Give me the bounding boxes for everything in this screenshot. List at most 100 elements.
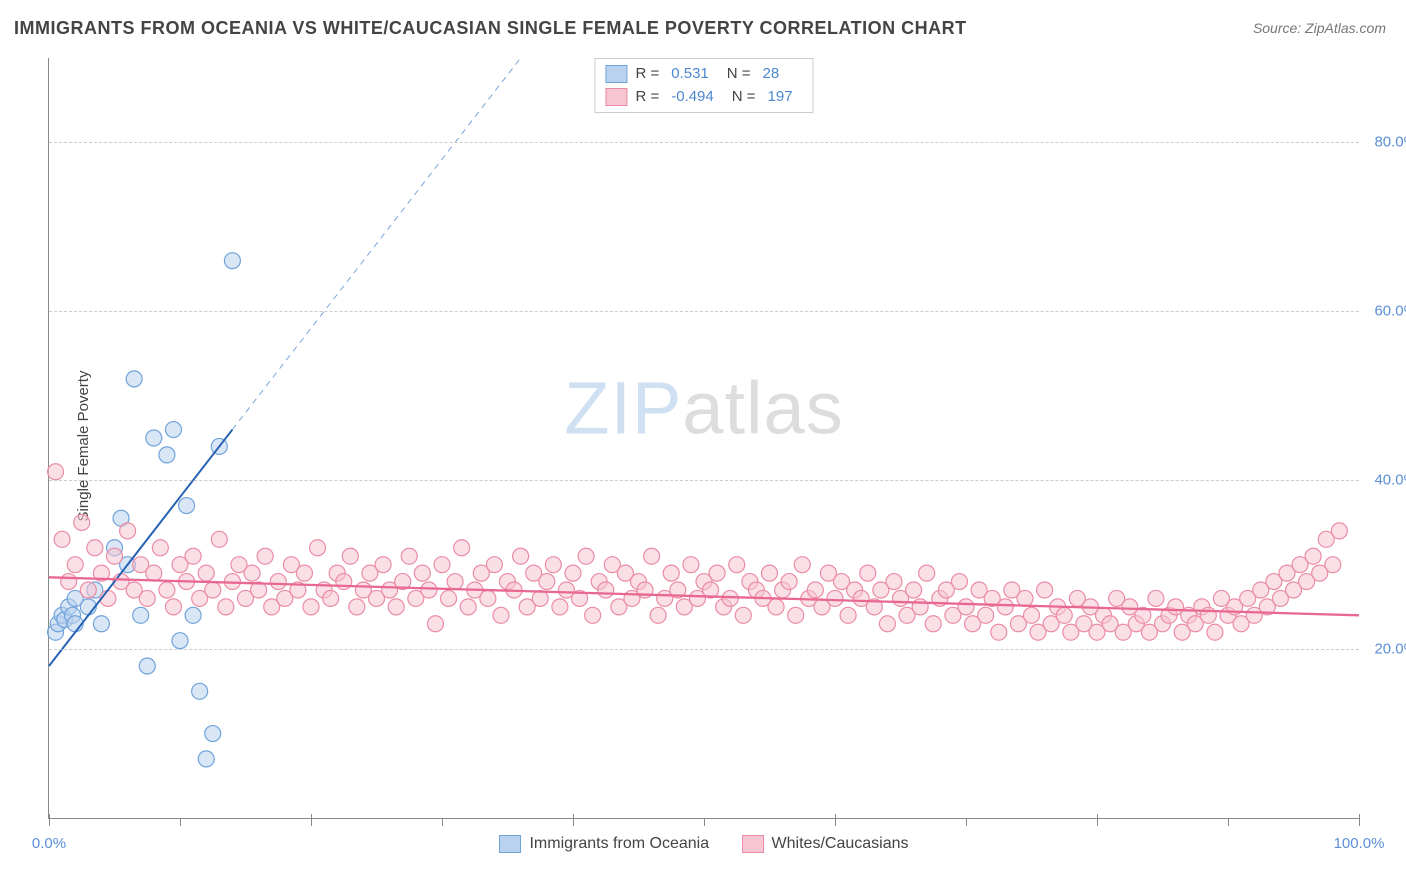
legend-label-0: Immigrants from Oceania bbox=[529, 835, 709, 853]
data-point bbox=[133, 607, 149, 623]
data-point bbox=[61, 574, 77, 590]
data-point bbox=[198, 751, 214, 767]
data-point bbox=[788, 607, 804, 623]
chart-container: IMMIGRANTS FROM OCEANIA VS WHITE/CAUCASI… bbox=[0, 0, 1406, 892]
data-point bbox=[198, 565, 214, 581]
data-point bbox=[768, 599, 784, 615]
legend-R-value-0: 0.531 bbox=[671, 63, 709, 86]
data-point bbox=[172, 633, 188, 649]
data-point bbox=[827, 590, 843, 606]
legend-swatch-b0 bbox=[499, 835, 521, 853]
xtick bbox=[1097, 814, 1098, 826]
data-point bbox=[342, 548, 358, 564]
data-point bbox=[807, 582, 823, 598]
legend-correlation: R = 0.531 N = 28 R = -0.494 N = 197 bbox=[594, 58, 813, 113]
data-point bbox=[165, 422, 181, 438]
xtick bbox=[1228, 819, 1229, 826]
xtick bbox=[704, 819, 705, 826]
data-point bbox=[67, 557, 83, 573]
data-point bbox=[107, 548, 123, 564]
data-point bbox=[644, 548, 660, 564]
ytick-label: 80.0% bbox=[1374, 134, 1406, 151]
data-point bbox=[126, 371, 142, 387]
data-point bbox=[152, 540, 168, 556]
data-point bbox=[447, 574, 463, 590]
data-point bbox=[218, 599, 234, 615]
data-point bbox=[303, 599, 319, 615]
data-point bbox=[87, 540, 103, 556]
data-point bbox=[1207, 624, 1223, 640]
data-point bbox=[539, 574, 555, 590]
data-point bbox=[257, 548, 273, 564]
data-point bbox=[54, 531, 70, 547]
data-point bbox=[139, 658, 155, 674]
data-point bbox=[545, 557, 561, 573]
legend-swatch-b1 bbox=[742, 835, 764, 853]
ytick-label: 40.0% bbox=[1374, 472, 1406, 489]
legend-swatch-1 bbox=[605, 88, 627, 106]
legend-N-label: N = bbox=[732, 86, 756, 109]
data-point bbox=[460, 599, 476, 615]
legend-series: Immigrants from Oceania Whites/Caucasian… bbox=[49, 835, 1359, 858]
data-point bbox=[762, 565, 778, 581]
legend-item-1: Whites/Caucasians bbox=[742, 835, 909, 853]
data-point bbox=[925, 616, 941, 632]
data-point bbox=[454, 540, 470, 556]
data-point bbox=[663, 565, 679, 581]
data-point bbox=[205, 726, 221, 742]
data-point bbox=[296, 565, 312, 581]
data-point bbox=[349, 599, 365, 615]
data-point bbox=[735, 607, 751, 623]
data-point bbox=[159, 447, 175, 463]
ytick-label: 60.0% bbox=[1374, 303, 1406, 320]
legend-N-value-1: 197 bbox=[768, 86, 793, 109]
legend-swatch-0 bbox=[605, 65, 627, 83]
data-point bbox=[840, 607, 856, 623]
data-point bbox=[80, 582, 96, 598]
data-point bbox=[421, 582, 437, 598]
legend-item-0: Immigrants from Oceania bbox=[499, 835, 709, 853]
data-point bbox=[650, 607, 666, 623]
xtick bbox=[49, 814, 50, 826]
gridline-h bbox=[49, 311, 1359, 312]
data-point bbox=[991, 624, 1007, 640]
data-point bbox=[270, 574, 286, 590]
data-point bbox=[211, 531, 227, 547]
data-point bbox=[1148, 590, 1164, 606]
data-point bbox=[1056, 607, 1072, 623]
legend-row-series-0: R = 0.531 N = 28 bbox=[605, 63, 802, 86]
legend-label-1: Whites/Caucasians bbox=[772, 835, 909, 853]
chart-title: IMMIGRANTS FROM OCEANIA VS WHITE/CAUCASI… bbox=[14, 18, 967, 39]
xtick bbox=[442, 819, 443, 826]
data-point bbox=[48, 464, 64, 480]
regression-line bbox=[49, 430, 232, 666]
xtick-label: 0.0% bbox=[32, 835, 66, 852]
data-point bbox=[139, 590, 155, 606]
xtick bbox=[573, 814, 574, 826]
legend-R-label: R = bbox=[635, 63, 659, 86]
legend-N-label: N = bbox=[727, 63, 751, 86]
data-point bbox=[683, 557, 699, 573]
legend-R-value-1: -0.494 bbox=[671, 86, 714, 109]
data-point bbox=[480, 590, 496, 606]
data-point bbox=[997, 599, 1013, 615]
data-point bbox=[414, 565, 430, 581]
data-point bbox=[146, 565, 162, 581]
data-point bbox=[192, 683, 208, 699]
data-point bbox=[1305, 548, 1321, 564]
data-point bbox=[565, 565, 581, 581]
data-point bbox=[120, 523, 136, 539]
data-point bbox=[958, 599, 974, 615]
data-point bbox=[598, 582, 614, 598]
data-point bbox=[1037, 582, 1053, 598]
legend-R-label: R = bbox=[635, 86, 659, 109]
data-point bbox=[912, 599, 928, 615]
gridline-h bbox=[49, 649, 1359, 650]
data-point bbox=[578, 548, 594, 564]
chart-source: Source: ZipAtlas.com bbox=[1253, 20, 1386, 36]
data-point bbox=[146, 430, 162, 446]
gridline-h bbox=[49, 480, 1359, 481]
gridline-h bbox=[49, 142, 1359, 143]
regression-line-dashed bbox=[232, 58, 520, 430]
xtick bbox=[1359, 814, 1360, 826]
